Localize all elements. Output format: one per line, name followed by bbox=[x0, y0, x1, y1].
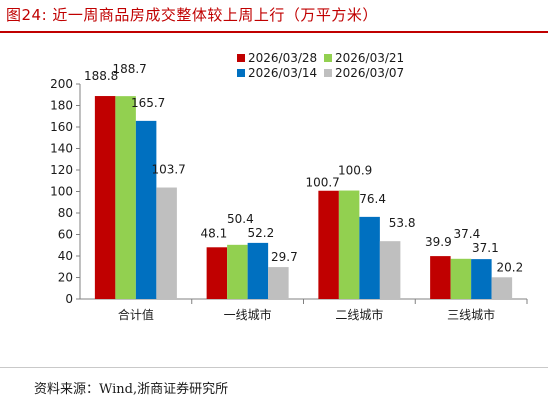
bar-2026-03-21-0 bbox=[115, 96, 136, 300]
y-tick-label: 20 bbox=[58, 271, 73, 285]
bar-2026-03-14-3 bbox=[471, 259, 492, 299]
y-tick-label: 200 bbox=[50, 77, 73, 91]
data-label: 37.1 bbox=[472, 241, 499, 255]
legend-swatch bbox=[237, 69, 245, 77]
y-tick-label: 0 bbox=[65, 292, 73, 306]
y-tick-label: 180 bbox=[50, 99, 73, 113]
data-label: 50.4 bbox=[227, 212, 254, 226]
category-label: 一线城市 bbox=[224, 307, 272, 322]
category-label: 二线城市 bbox=[335, 307, 383, 322]
legend-swatch bbox=[237, 54, 245, 62]
bar-2026-03-28-3 bbox=[430, 256, 451, 299]
bar-2026-03-28-1 bbox=[206, 247, 228, 299]
data-label: 188.8 bbox=[84, 69, 118, 83]
bar-2026-03-14-2 bbox=[359, 216, 380, 299]
bar-2026-03-07-2 bbox=[379, 241, 401, 299]
bar-2026-03-14-0 bbox=[135, 120, 157, 299]
y-tick-label: 140 bbox=[50, 142, 73, 156]
legend-label: 2026/03/14 bbox=[248, 66, 317, 80]
bar-2026-03-07-1 bbox=[268, 267, 289, 299]
bar-2026-03-21-1 bbox=[227, 244, 248, 299]
data-label: 37.4 bbox=[454, 227, 481, 241]
legend-label: 2026/03/21 bbox=[335, 51, 404, 65]
category-label: 合计值 bbox=[118, 307, 154, 322]
data-label: 188.7 bbox=[112, 62, 146, 76]
data-label: 20.2 bbox=[497, 260, 524, 274]
y-tick-label: 80 bbox=[58, 206, 73, 220]
bar-2026-03-28-2 bbox=[318, 190, 339, 299]
bar-2026-03-07-0 bbox=[156, 187, 177, 299]
bar-2026-03-14-1 bbox=[247, 242, 269, 299]
source-rule bbox=[0, 367, 548, 368]
title-rule bbox=[0, 31, 548, 33]
legend-label: 2026/03/28 bbox=[248, 51, 317, 65]
source-note: 资料来源：Wind,浙商证券研究所 bbox=[34, 382, 229, 397]
data-label: 53.8 bbox=[389, 216, 416, 230]
bar-2026-03-21-2 bbox=[338, 190, 360, 299]
y-tick-label: 160 bbox=[50, 120, 73, 134]
data-label: 76.4 bbox=[359, 192, 386, 206]
bar-2026-03-21-3 bbox=[450, 258, 472, 299]
y-tick-label: 60 bbox=[58, 228, 73, 242]
data-label: 165.7 bbox=[131, 96, 165, 110]
bar-2026-03-07-3 bbox=[491, 277, 513, 299]
data-label: 52.2 bbox=[248, 226, 275, 240]
y-tick-label: 40 bbox=[58, 249, 73, 263]
figure-title: 图24: 近一周商品房成交整体较上周上行（万平方米） bbox=[6, 6, 378, 24]
legend-label: 2026/03/07 bbox=[335, 66, 404, 80]
legend-swatch bbox=[324, 54, 332, 62]
category-label: 三线城市 bbox=[447, 307, 495, 322]
data-label: 100.9 bbox=[338, 164, 372, 178]
data-label: 39.9 bbox=[425, 235, 452, 249]
legend-swatch bbox=[324, 69, 332, 77]
data-label: 48.1 bbox=[201, 226, 228, 240]
y-tick-label: 120 bbox=[50, 163, 73, 177]
data-label: 103.7 bbox=[151, 163, 185, 177]
data-label: 29.7 bbox=[271, 250, 298, 264]
bar-2026-03-28-0 bbox=[94, 96, 116, 299]
data-label: 100.7 bbox=[305, 176, 339, 190]
y-tick-label: 100 bbox=[50, 185, 73, 199]
